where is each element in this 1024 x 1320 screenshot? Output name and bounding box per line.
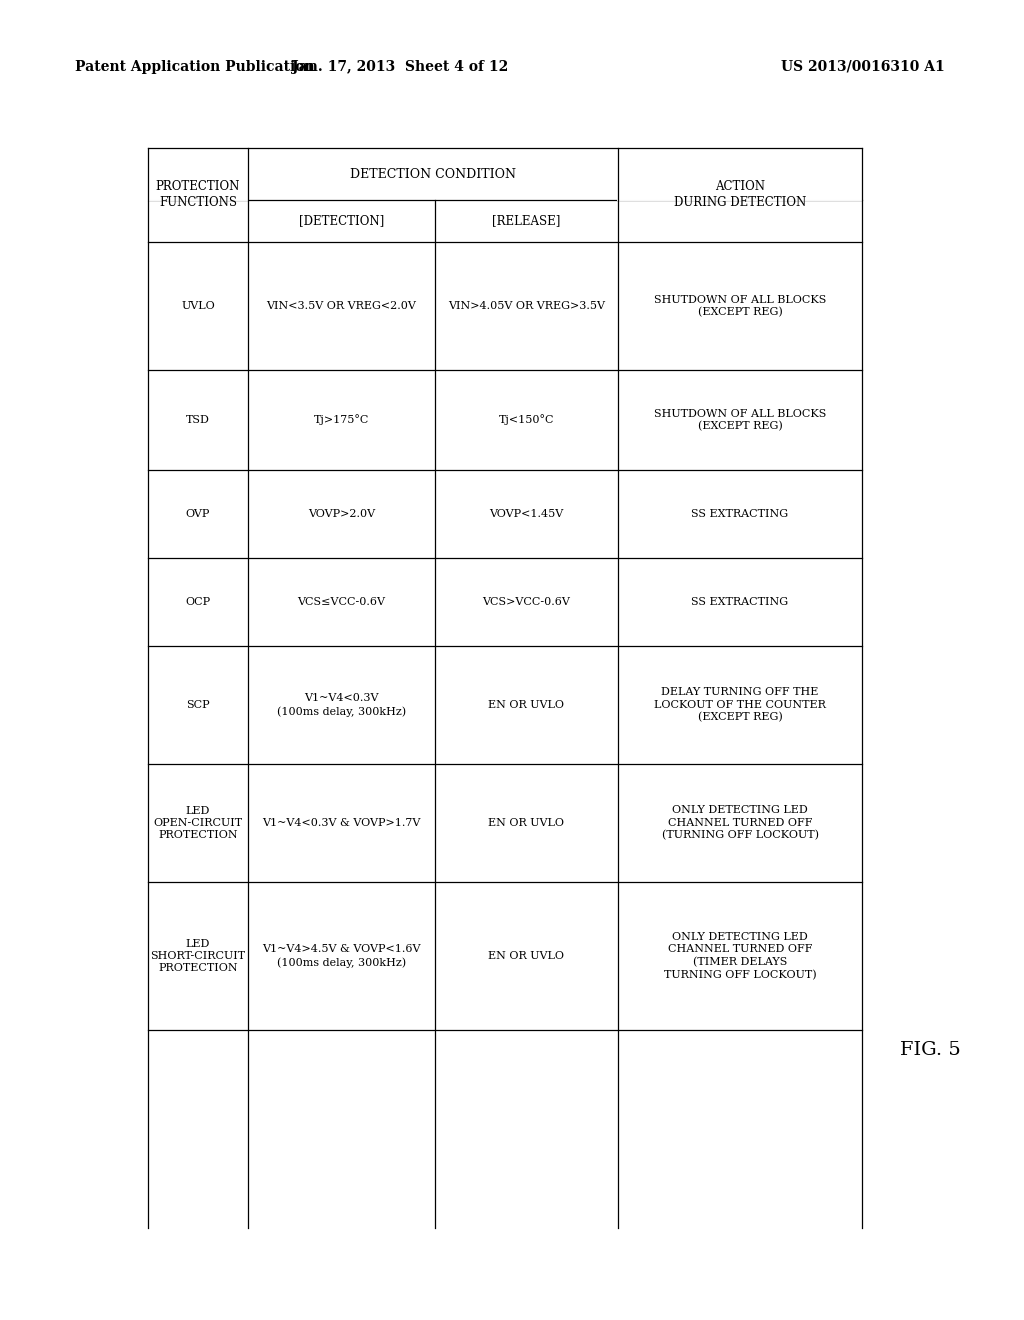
Text: OCP: OCP [185,597,211,607]
Text: US 2013/0016310 A1: US 2013/0016310 A1 [781,59,945,74]
Text: V1~V4<0.3V & VOVP>1.7V: V1~V4<0.3V & VOVP>1.7V [262,818,421,828]
Text: VCS>VCC-0.6V: VCS>VCC-0.6V [482,597,570,607]
Text: VIN<3.5V OR VREG<2.0V: VIN<3.5V OR VREG<2.0V [266,301,417,312]
Text: [RELEASE]: [RELEASE] [493,214,561,227]
Text: OVP: OVP [185,510,210,519]
Text: SS EXTRACTING: SS EXTRACTING [691,597,788,607]
Text: LED
OPEN-CIRCUIT
PROTECTION: LED OPEN-CIRCUIT PROTECTION [154,805,243,841]
Text: VOVP>2.0V: VOVP>2.0V [308,510,375,519]
Text: EN OR UVLO: EN OR UVLO [488,818,564,828]
Text: [DETECTION]: [DETECTION] [299,214,384,227]
Text: SHUTDOWN OF ALL BLOCKS
(EXCEPT REG): SHUTDOWN OF ALL BLOCKS (EXCEPT REG) [653,294,826,317]
Text: SS EXTRACTING: SS EXTRACTING [691,510,788,519]
Text: LED
SHORT-CIRCUIT
PROTECTION: LED SHORT-CIRCUIT PROTECTION [151,939,246,973]
Text: DELAY TURNING OFF THE
LOCKOUT OF THE COUNTER
(EXCEPT REG): DELAY TURNING OFF THE LOCKOUT OF THE COU… [654,688,826,722]
Text: DETECTION CONDITION: DETECTION CONDITION [350,168,516,181]
Text: FIG. 5: FIG. 5 [900,1041,961,1059]
Text: ACTION
DURING DETECTION: ACTION DURING DETECTION [674,181,806,210]
Text: ONLY DETECTING LED
CHANNEL TURNED OFF
(TURNING OFF LOCKOUT): ONLY DETECTING LED CHANNEL TURNED OFF (T… [662,805,818,841]
Text: PROTECTION
FUNCTIONS: PROTECTION FUNCTIONS [156,181,241,210]
Text: Jan. 17, 2013  Sheet 4 of 12: Jan. 17, 2013 Sheet 4 of 12 [292,59,508,74]
Text: Tj<150°C: Tj<150°C [499,414,554,425]
Text: VCS≤VCC-0.6V: VCS≤VCC-0.6V [298,597,385,607]
Text: EN OR UVLO: EN OR UVLO [488,950,564,961]
Text: UVLO: UVLO [181,301,215,312]
Text: V1~V4<0.3V
(100ms delay, 300kHz): V1~V4<0.3V (100ms delay, 300kHz) [276,693,407,717]
Text: EN OR UVLO: EN OR UVLO [488,700,564,710]
Text: TSD: TSD [186,414,210,425]
Text: Tj>175°C: Tj>175°C [313,414,370,425]
Text: V1~V4>4.5V & VOVP<1.6V
(100ms delay, 300kHz): V1~V4>4.5V & VOVP<1.6V (100ms delay, 300… [262,944,421,968]
Text: ONLY DETECTING LED
CHANNEL TURNED OFF
(TIMER DELAYS
TURNING OFF LOCKOUT): ONLY DETECTING LED CHANNEL TURNED OFF (T… [664,932,816,979]
Text: SCP: SCP [186,700,210,710]
Text: Patent Application Publication: Patent Application Publication [75,59,314,74]
Text: VOVP<1.45V: VOVP<1.45V [489,510,563,519]
Text: VIN>4.05V OR VREG>3.5V: VIN>4.05V OR VREG>3.5V [449,301,605,312]
Text: SHUTDOWN OF ALL BLOCKS
(EXCEPT REG): SHUTDOWN OF ALL BLOCKS (EXCEPT REG) [653,409,826,432]
